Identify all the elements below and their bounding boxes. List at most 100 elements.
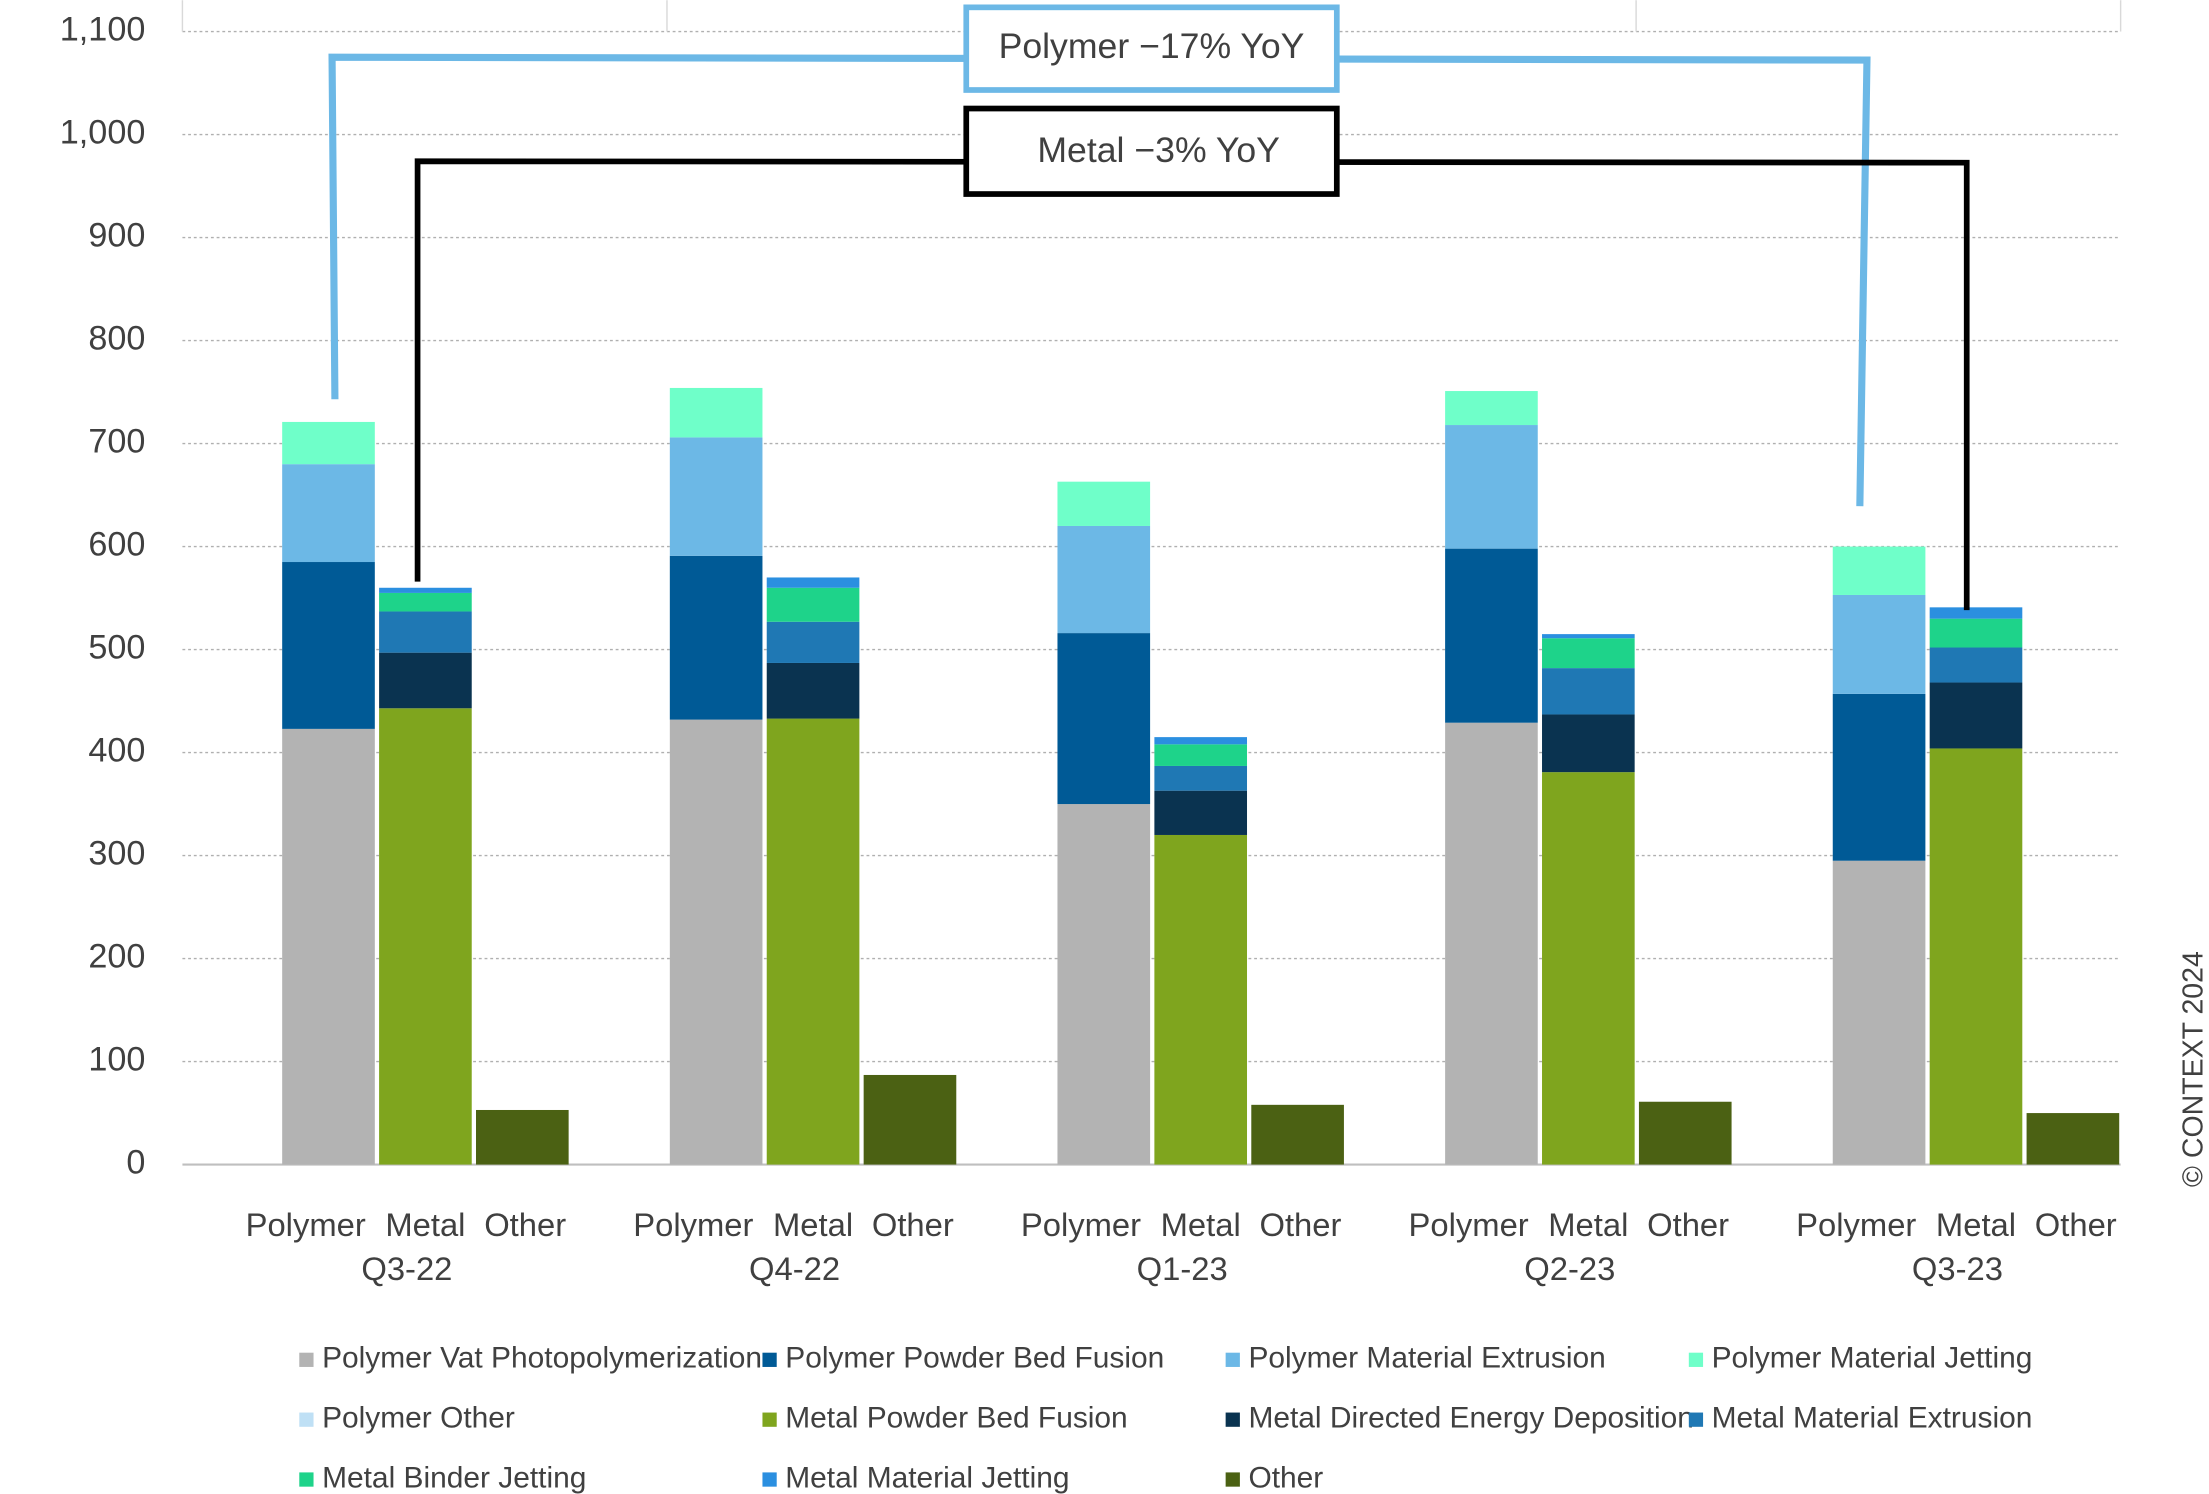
bar-segment	[1542, 714, 1635, 773]
bar-segment	[1445, 425, 1538, 549]
legend-swatch	[762, 1412, 777, 1427]
legend-swatch	[299, 1412, 314, 1427]
y-tick-label: 100	[88, 1041, 145, 1079]
legend-label: Metal Material Extrusion	[1712, 1402, 2033, 1435]
bar-segment	[1445, 391, 1538, 426]
metal-bracket	[414, 158, 1970, 611]
bar-segment	[1832, 546, 1926, 595]
bar-label: Polymer	[1021, 1206, 1141, 1243]
bar-segment	[1929, 607, 2023, 619]
bar-segment	[1542, 668, 1635, 715]
bar-label: Metal	[1161, 1206, 1241, 1243]
copyright: © CONTEXT 2024	[2177, 951, 2209, 1187]
legend-label: Polymer Material Extrusion	[1248, 1342, 1605, 1375]
bar-segment	[379, 708, 472, 1165]
bar-segment	[1154, 765, 1248, 791]
annotation-box	[963, 105, 1340, 197]
y-tick-label: 1,000	[60, 114, 146, 152]
bar-segment	[1057, 525, 1151, 634]
bar-label: Polymer	[246, 1206, 366, 1243]
legend-label: Polymer Powder Bed Fusion	[785, 1342, 1164, 1375]
legend-swatch	[1225, 1352, 1240, 1367]
legend-label: Metal Directed Energy Deposition	[1248, 1402, 1693, 1435]
bar-segment	[1057, 633, 1151, 805]
bar-segment	[766, 577, 860, 588]
legend-label: Polymer Material Jetting	[1712, 1342, 2033, 1375]
bar-segment	[669, 719, 763, 1165]
group-label: Q3-22	[361, 1250, 452, 1287]
bar-segment	[1542, 634, 1635, 639]
legend-swatch	[1688, 1352, 1704, 1367]
bar-segment	[1154, 737, 1248, 745]
bar-segment	[1057, 481, 1151, 526]
annotation-box	[963, 4, 1340, 93]
bar-segment	[1929, 618, 2023, 648]
bar-segment	[1251, 1104, 1344, 1165]
bar-segment	[766, 718, 860, 1165]
bar-segment	[1445, 548, 1538, 723]
bar-label: Metal	[1936, 1206, 2016, 1243]
bar-segment	[282, 464, 375, 563]
y-tick-label: 700	[88, 423, 145, 461]
group-label: Q3-23	[1912, 1250, 2003, 1287]
legend-swatch	[299, 1352, 314, 1367]
bar-segment	[1154, 790, 1248, 835]
bar-segment	[1542, 772, 1635, 1165]
legend-label: Polymer Vat Photopolymerization	[322, 1342, 762, 1375]
y-tick-label: 200	[88, 938, 145, 976]
y-tick-label: 800	[88, 320, 145, 358]
bar-segment	[379, 592, 472, 612]
annotation: Metal −3% YoY	[1037, 130, 1280, 170]
bar-segment	[282, 421, 375, 465]
bar-segment	[1057, 804, 1151, 1165]
bar-segment	[1638, 1101, 1732, 1165]
legend-label: Metal Material Jetting	[785, 1461, 1069, 1494]
y-tick-label: 0	[126, 1144, 145, 1182]
annotation: Polymer −17% YoY	[999, 26, 1305, 66]
group-label: Q2-23	[1524, 1250, 1615, 1287]
legend-swatch	[1225, 1472, 1240, 1487]
legend-swatch	[1225, 1412, 1240, 1427]
bar-segment	[766, 621, 860, 663]
bar-label: Other	[1647, 1206, 1729, 1243]
bar-segment	[766, 587, 860, 622]
bar-segment	[1929, 647, 2023, 683]
bar-label: Metal	[1548, 1206, 1628, 1243]
bar-segment	[1929, 682, 2023, 749]
group-label: Q1-23	[1137, 1250, 1228, 1287]
legend-swatch	[762, 1472, 777, 1487]
bar-segment	[476, 1109, 569, 1165]
legend-label: Metal Powder Bed Fusion	[785, 1402, 1127, 1435]
bar-segment	[379, 611, 472, 653]
bar-label: Other	[872, 1206, 954, 1243]
y-tick-label: 900	[88, 217, 145, 255]
legend-label: Other	[1248, 1461, 1323, 1494]
bar-segment	[669, 437, 763, 556]
bar-label: Other	[484, 1206, 566, 1243]
group-label: Q4-22	[749, 1250, 840, 1287]
bar-segment	[379, 587, 472, 593]
bar-segment	[282, 728, 375, 1165]
bar-segment	[1832, 693, 1926, 861]
bar-segment	[1154, 834, 1248, 1165]
legend-label: Polymer Other	[322, 1402, 515, 1435]
bar-label: Polymer	[1409, 1206, 1529, 1243]
legend-swatch	[762, 1352, 777, 1367]
bar-label: Other	[2035, 1206, 2117, 1243]
y-tick-label: 300	[88, 835, 145, 873]
bar-segment	[1929, 748, 2023, 1165]
bar-segment	[766, 662, 860, 719]
bar-segment	[669, 387, 763, 438]
bar-segment	[1832, 860, 1926, 1165]
bar-segment	[1832, 594, 1926, 694]
bar-segment	[669, 555, 763, 720]
bar-label: Metal	[385, 1206, 465, 1243]
y-tick-label: 600	[88, 526, 145, 564]
legend-label: Metal Binder Jetting	[322, 1461, 586, 1494]
bar-segment	[1154, 744, 1248, 766]
bar-segment	[1445, 722, 1538, 1165]
y-tick-label: 400	[88, 732, 145, 770]
bar-label: Polymer	[1796, 1206, 1916, 1243]
bar-segment	[1542, 638, 1635, 669]
